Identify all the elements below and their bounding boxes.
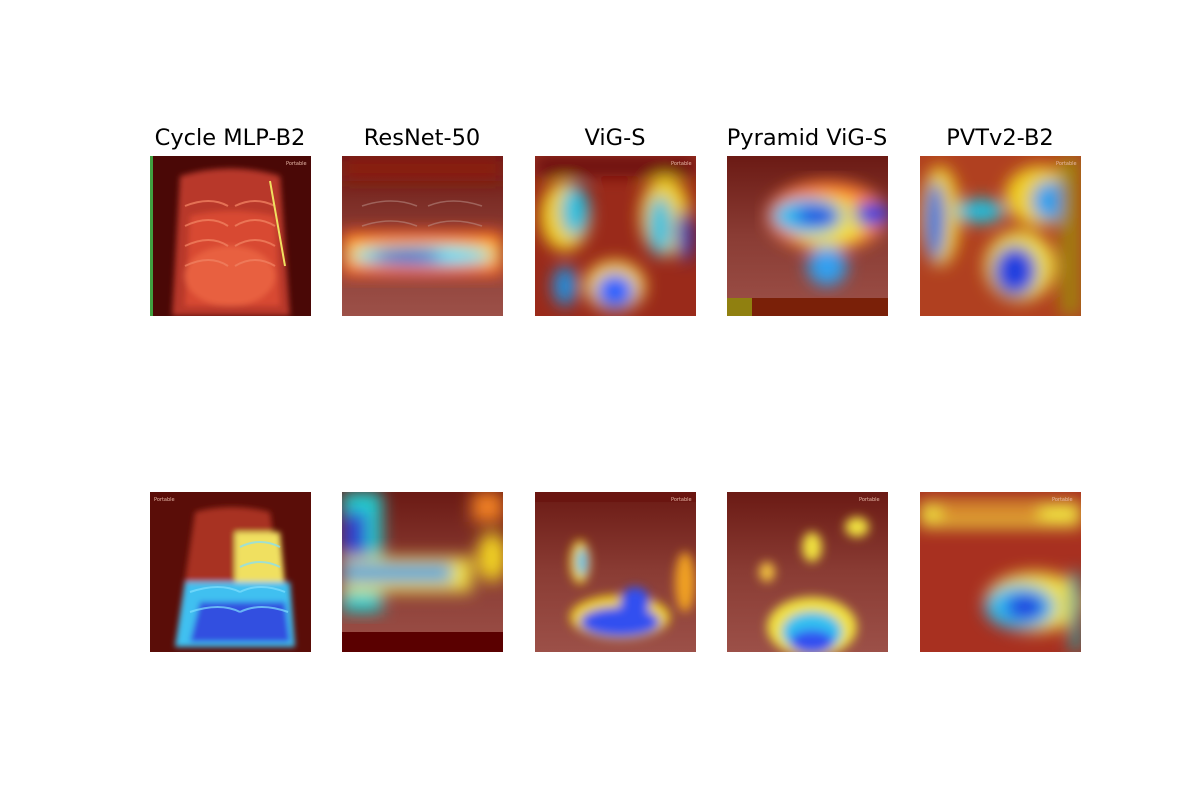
heatmap-panel-pyramid-vig-s-row1: [727, 156, 888, 316]
column-title-cycle-mlp-b2: Cycle MLP-B2: [154, 125, 306, 151]
heatmap-panel-resnet-50-row1: [342, 156, 503, 316]
heatmap-panel-resnet-50-row2: [342, 492, 503, 652]
heatmap-panel-pvtv2-b2-row2: Portable: [920, 492, 1081, 652]
svg-text:Portable: Portable: [671, 161, 692, 167]
heatmap-panel-vig-s-row1: Portable: [535, 156, 696, 316]
heatmap-panel-cycle-mlp-b2-row2: Portable: [150, 492, 311, 652]
svg-text:Portable: Portable: [671, 497, 692, 503]
heatmap-panel-cycle-mlp-b2-row1: Portable: [150, 156, 311, 316]
column-title-pvtv2-b2: PVTv2-B2: [946, 125, 1054, 151]
svg-text:Portable: Portable: [286, 161, 307, 167]
heatmap-panel-pvtv2-b2-row1: Portable: [920, 156, 1081, 316]
svg-text:Portable: Portable: [1052, 497, 1073, 503]
svg-text:Portable: Portable: [1056, 161, 1077, 167]
heatmap-panel-pyramid-vig-s-row2: Portable: [727, 492, 888, 652]
svg-text:Portable: Portable: [154, 497, 175, 503]
column-title-vig-s: ViG-S: [584, 125, 646, 151]
svg-text:Portable: Portable: [859, 497, 880, 503]
heatmap-panel-vig-s-row2: Portable: [535, 492, 696, 652]
column-title-pyramid-vig-s: Pyramid ViG-S: [726, 125, 888, 151]
column-title-resnet-50: ResNet-50: [363, 125, 481, 151]
